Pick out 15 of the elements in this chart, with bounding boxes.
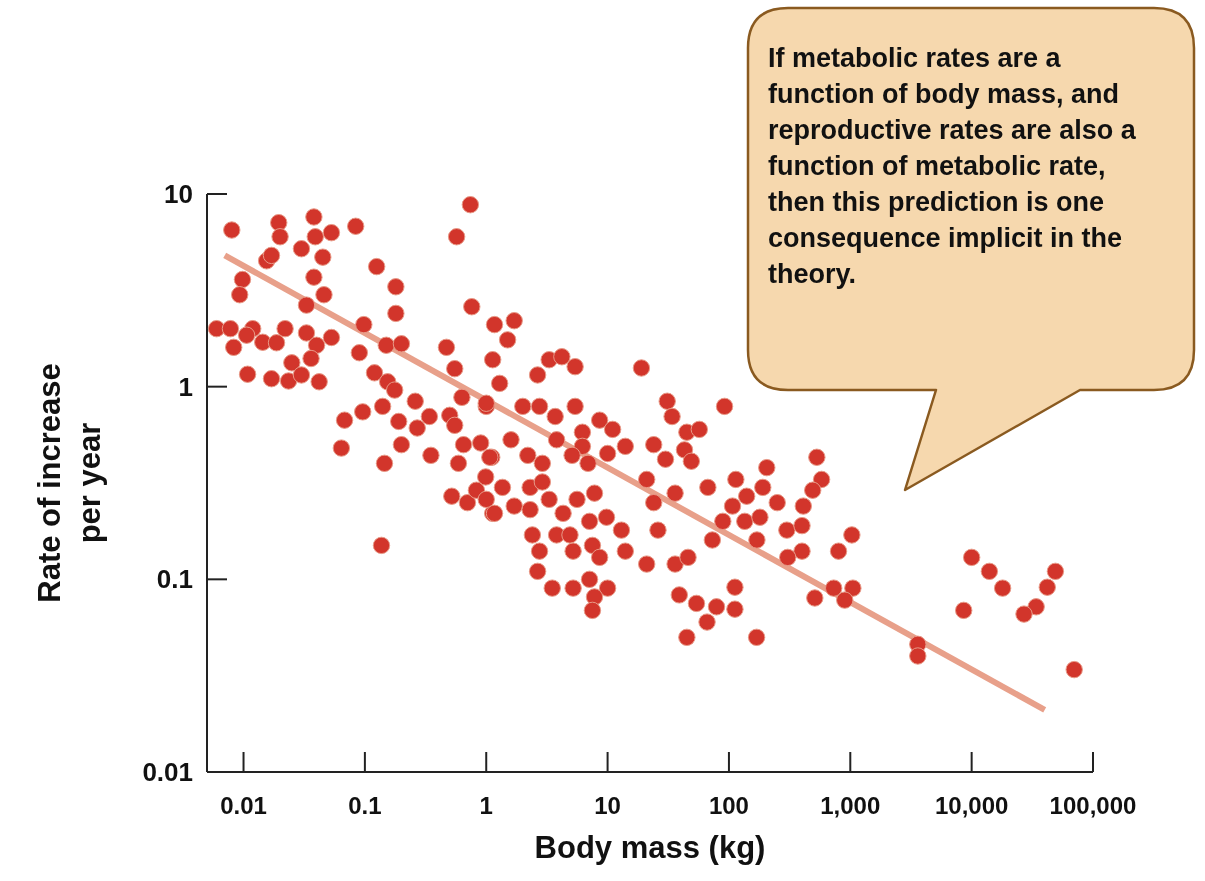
x-tick-label: 0.01 <box>220 792 267 819</box>
x-tick-label: 100,000 <box>1049 792 1137 819</box>
x-tick-label: 100 <box>708 792 749 819</box>
y-tick-label: 0.01 <box>142 757 193 787</box>
x-tick-label: 0.1 <box>348 792 382 819</box>
x-tick-label: 10,000 <box>934 792 1009 819</box>
y-tick-label: 0.1 <box>156 564 193 595</box>
y-axis-title: Rate of increase per year <box>31 362 108 605</box>
y-tick-label: 1 <box>178 371 193 402</box>
x-axis-title: Body mass (kg) <box>533 830 767 866</box>
x-tick-label: 10 <box>594 792 621 819</box>
x-tick-label: 1,000 <box>820 792 881 819</box>
annotation: If metabolic rates are a function of body mass, and reproductive rates are also a function of metabolic rate, then this prediction is one consequence implicit in the theory. <box>768 42 1137 291</box>
y-tick-label: 10 <box>164 179 193 209</box>
x-tick-label: 1 <box>479 792 493 819</box>
